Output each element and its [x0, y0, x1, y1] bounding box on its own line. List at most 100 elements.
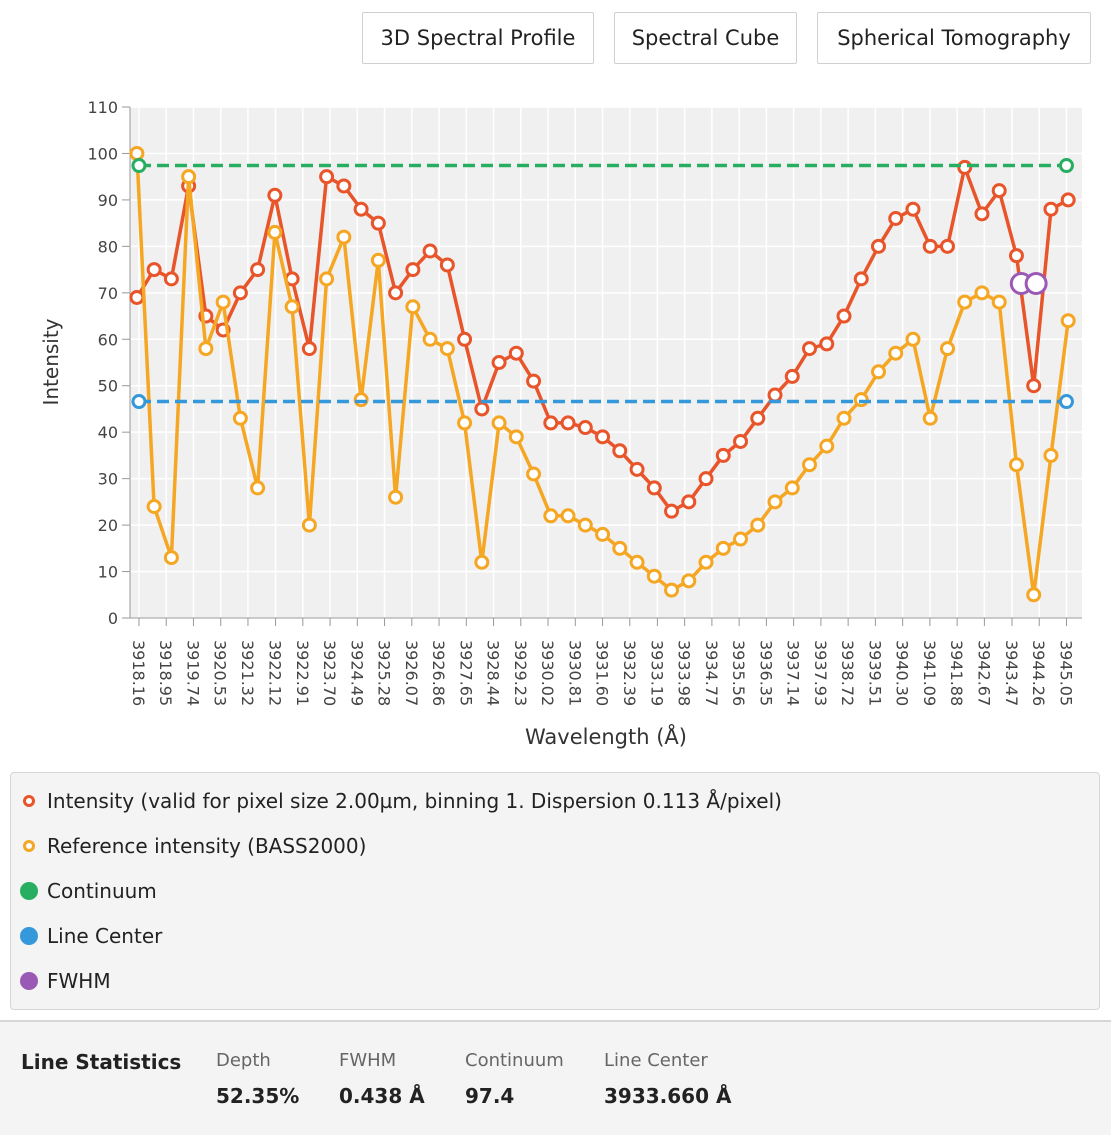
button[interactable]: Spectral Cube: [614, 12, 797, 64]
data-point: [957, 294, 973, 310]
data-point: [836, 410, 852, 426]
data-point: [560, 415, 576, 431]
data-point: [991, 183, 1007, 199]
data-point: [131, 394, 147, 410]
data-point: [612, 540, 628, 556]
y-tick-label: 80: [98, 237, 118, 256]
data-point: [439, 341, 455, 357]
x-tick-label: 3937.93: [811, 640, 830, 706]
x-tick-label: 3937.14: [784, 640, 803, 706]
data-point: [888, 345, 904, 361]
x-tick-label: 3918.95: [156, 640, 175, 706]
data-point: [131, 158, 147, 174]
legend-item[interactable]: FWHM: [20, 969, 111, 993]
data-point: [250, 262, 266, 278]
data-point: [526, 466, 542, 482]
data-point: [439, 257, 455, 273]
data-point: [664, 582, 680, 598]
stat-value: 0.438 Å: [339, 1084, 425, 1108]
data-point: [784, 480, 800, 496]
y-tick-label: 0: [108, 609, 118, 628]
x-tick-label: 3928.44: [484, 640, 503, 706]
legend-symbol: [20, 882, 38, 900]
data-point: [1026, 587, 1042, 603]
line-statistics: Line Statistics Depth 52.35% FWHM 0.438 Å Co…: [0, 1020, 1111, 1135]
x-tick-label: 3927.65: [456, 640, 475, 706]
legend-item[interactable]: Line Center: [20, 924, 162, 948]
data-point: [543, 508, 559, 524]
data-point: [422, 331, 438, 347]
data-point: [146, 499, 162, 515]
x-tick-label: 3941.88: [947, 640, 966, 706]
data-point: [888, 210, 904, 226]
data-point: [1026, 378, 1042, 394]
legend-symbol: [20, 972, 38, 990]
data-point: [457, 415, 473, 431]
series: [131, 394, 1074, 410]
legend-symbol: [23, 795, 35, 807]
data-point: [543, 415, 559, 431]
legend-item[interactable]: Reference intensity (BASS2000): [23, 834, 366, 858]
x-tick-label: 3929.23: [511, 640, 530, 706]
x-tick-label: 3936.35: [756, 640, 775, 706]
data-point: [974, 206, 990, 222]
data-point: [715, 540, 731, 556]
data-point: [388, 285, 404, 301]
data-point: [698, 554, 714, 570]
x-tick-label: 3926.86: [429, 640, 448, 706]
x-tick-label: 3931.60: [593, 640, 612, 706]
y-axis-label: Intensity: [39, 318, 63, 405]
x-tick-label: 3943.47: [1002, 640, 1021, 706]
data-point: [215, 294, 231, 310]
data-point: [767, 387, 783, 403]
data-point: [370, 252, 386, 268]
legend-symbol: [23, 840, 35, 852]
data-point: [784, 368, 800, 384]
button[interactable]: Spherical Tomography: [817, 12, 1091, 64]
legend: Intensity (valid for pixel size 2.00µm, …: [10, 772, 1100, 1010]
data-point: [905, 331, 921, 347]
data-point: [802, 457, 818, 473]
x-tick-label: 3934.77: [702, 640, 721, 706]
data-point: [905, 201, 921, 217]
data-point: [715, 447, 731, 463]
x-tick-label: 3924.49: [347, 640, 366, 706]
x-tick-label: 3922.12: [266, 640, 285, 706]
x-tick-label: 3923.70: [320, 640, 339, 706]
data-point: [163, 550, 179, 566]
data-point: [733, 531, 749, 547]
data-point: [146, 262, 162, 278]
data-point: [698, 471, 714, 487]
data-point: [474, 554, 490, 570]
data-point: [974, 285, 990, 301]
data-point: [284, 299, 300, 315]
series: [1009, 272, 1048, 296]
data-point: [1043, 201, 1059, 217]
data-point: [939, 341, 955, 357]
data-point: [750, 410, 766, 426]
data-point: [526, 373, 542, 389]
x-tick-label: 3935.56: [729, 640, 748, 706]
data-point: [1008, 457, 1024, 473]
legend-item[interactable]: Continuum: [20, 879, 157, 903]
x-tick-label: 3932.39: [620, 640, 639, 706]
data-point: [991, 294, 1007, 310]
data-point: [181, 169, 197, 185]
data-point: [819, 336, 835, 352]
legend-label: Intensity (valid for pixel size 2.00µm, …: [47, 789, 782, 813]
legend-item[interactable]: Intensity (valid for pixel size 2.00µm, …: [23, 789, 782, 813]
data-point: [405, 262, 421, 278]
data-point: [301, 341, 317, 357]
stat-value: 52.35%: [216, 1084, 300, 1108]
data-point: [232, 285, 248, 301]
series: [129, 159, 1076, 519]
data-point: [767, 494, 783, 510]
data-point: [301, 517, 317, 533]
x-tick-label: 3926.07: [402, 640, 421, 706]
button[interactable]: 3D Spectral Profile: [362, 12, 594, 64]
stat-label: Continuum: [465, 1050, 564, 1071]
legend-symbol: [20, 927, 38, 945]
x-tick-label: 3944.26: [1029, 640, 1048, 706]
y-tick-label: 10: [98, 563, 118, 582]
plot-background: [130, 107, 1082, 618]
